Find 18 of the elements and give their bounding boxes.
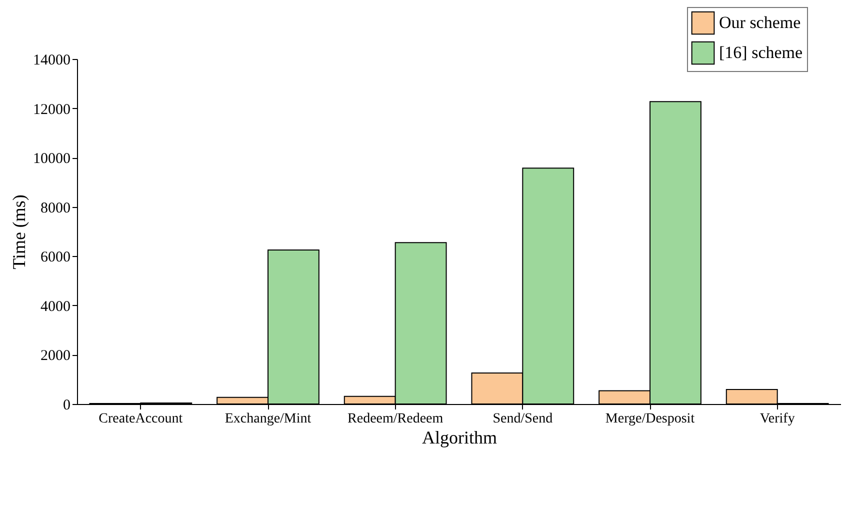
x-tick-label: CreateAccount xyxy=(98,412,183,426)
x-tick-label: Verify xyxy=(760,412,795,426)
y-axis-title: Time (ms) xyxy=(9,194,29,270)
y-tick-label: 14000 xyxy=(33,52,70,68)
y-tick-label: 6000 xyxy=(40,250,70,266)
x-tick-label: Exchange/Mint xyxy=(224,412,312,426)
y-tick-label: 2000 xyxy=(40,348,70,364)
y-tick-label: 0 xyxy=(63,398,70,414)
y-tick-label: 4000 xyxy=(40,298,70,315)
y-tick-label: 12000 xyxy=(33,102,70,118)
y-tick-label: 10000 xyxy=(33,151,70,168)
x-tick-label: Merge/Desposit xyxy=(605,412,695,426)
legend-label: [16] scheme xyxy=(719,43,803,62)
legend-label: Our scheme xyxy=(719,13,801,32)
x-tick-label: Redeem/Redeem xyxy=(348,412,444,426)
x-tick-label: Send/Send xyxy=(492,412,553,426)
y-tick-label: 8000 xyxy=(40,200,70,216)
x-axis-title: Algorithm xyxy=(422,428,497,448)
